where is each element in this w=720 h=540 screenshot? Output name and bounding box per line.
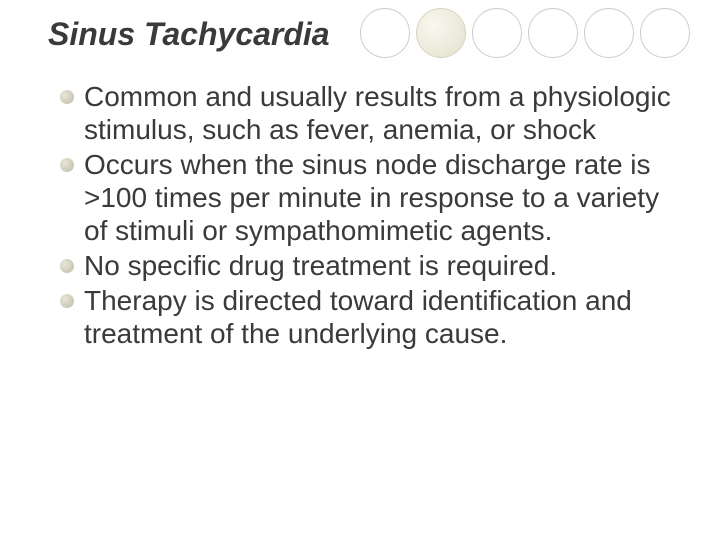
bullet-icon [60,158,74,172]
slide-body: Common and usually results from a physio… [60,80,680,352]
decor-circle [528,8,578,58]
bullet-icon [60,259,74,273]
bullet-text: Common and usually results from a physio… [84,80,680,146]
bullet-text: Therapy is directed toward identificatio… [84,284,680,350]
list-item: Occurs when the sinus node discharge rat… [60,148,680,247]
bullet-text: Occurs when the sinus node discharge rat… [84,148,680,247]
decor-circle [472,8,522,58]
list-item: Therapy is directed toward identificatio… [60,284,680,350]
slide-title: Sinus Tachycardia [48,16,330,53]
decor-circles [360,8,690,58]
decor-circle-shaded [416,8,466,58]
list-item: Common and usually results from a physio… [60,80,680,146]
bullet-icon [60,294,74,308]
list-item: No specific drug treatment is required. [60,249,680,282]
bullet-text: No specific drug treatment is required. [84,249,557,282]
decor-circle [360,8,410,58]
decor-circle [640,8,690,58]
bullet-icon [60,90,74,104]
decor-circle [584,8,634,58]
